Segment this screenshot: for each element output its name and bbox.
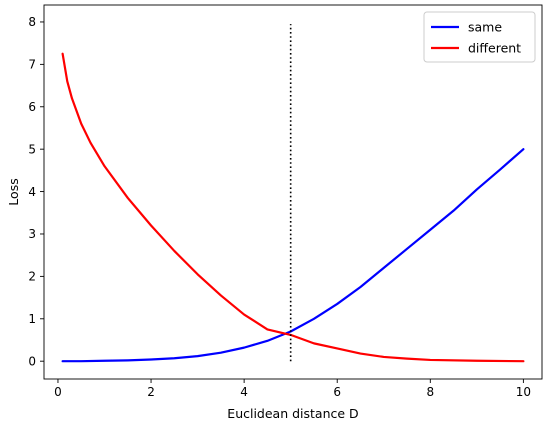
x-tick-label: 6	[333, 385, 341, 399]
y-axis-ticks: 0 1 2 3 4 5 6 7 8	[28, 15, 44, 368]
x-tick-label: 10	[516, 385, 531, 399]
y-tick-label: 5	[28, 142, 36, 156]
x-axis-label: Euclidean distance D	[227, 406, 358, 421]
y-tick-label: 6	[28, 100, 36, 114]
x-axis-ticks: 0 2 4 6 8 10	[54, 379, 531, 399]
y-tick-label: 3	[28, 227, 36, 241]
x-tick-label: 0	[54, 385, 62, 399]
y-tick-label: 4	[28, 185, 36, 199]
legend-label-same: same	[468, 20, 502, 35]
series-line-different	[61, 52, 525, 363]
y-tick-label: 1	[28, 312, 36, 326]
y-tick-label: 2	[28, 270, 36, 284]
legend-box	[423, 11, 536, 63]
legend: same different	[423, 11, 536, 63]
x-tick-label: 8	[426, 385, 434, 399]
y-tick-label: 0	[28, 354, 36, 368]
plot-area	[44, 5, 542, 379]
x-tick-label: 4	[240, 385, 248, 399]
y-tick-label: 7	[28, 58, 36, 72]
y-axis-label: Loss	[6, 178, 21, 205]
y-tick-label: 8	[28, 15, 36, 29]
legend-label-different: different	[468, 41, 521, 56]
x-tick-label: 2	[147, 385, 155, 399]
